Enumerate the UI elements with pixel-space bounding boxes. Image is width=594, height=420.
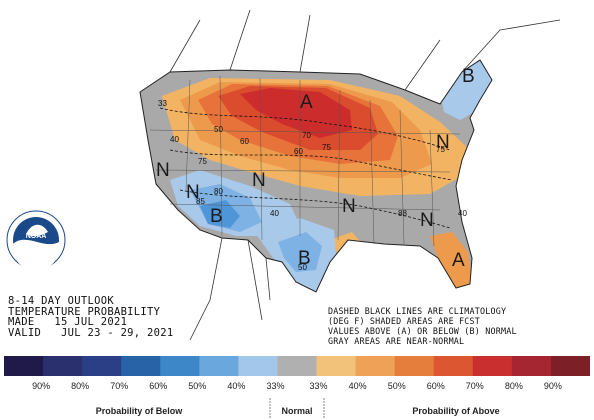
noaa-logo: NOAA — [6, 210, 66, 271]
contour-label: 50 — [298, 263, 307, 272]
legend-tick-label: 40% — [227, 381, 245, 391]
contour-label: 75 — [198, 157, 207, 166]
legend-swatch — [4, 356, 44, 376]
note-line: GRAY AREAS ARE NEAR-NORMAL — [328, 336, 465, 346]
contour-label: 60 — [294, 147, 303, 156]
region-label-below: B — [462, 66, 475, 87]
info-made-date: MADE 15 JUL 2021 — [8, 316, 128, 328]
us-outline — [139, 59, 493, 293]
region-label-below: B — [298, 248, 311, 269]
contour-label: 80 — [214, 187, 223, 196]
region-label-normal: N — [252, 170, 266, 191]
legend-swatch — [433, 356, 474, 376]
info-variable: TEMPERATURE PROBABILITY — [8, 305, 161, 318]
region-label-normal: N — [186, 182, 200, 203]
legend-tick-label: 50% — [388, 381, 406, 391]
below-label: Probability of Below — [96, 406, 184, 416]
contour-label: 40 — [458, 209, 467, 218]
legend-tick-label: 33% — [309, 381, 327, 391]
legend-swatch — [355, 356, 396, 376]
legend-swatch — [121, 356, 161, 376]
legend-swatch — [160, 356, 200, 376]
legend-tick-label: 80% — [505, 381, 523, 391]
gull-icon — [26, 224, 48, 237]
outlook-info: 8-14 DAY OUTLOOK TEMPERATURE PROBABILITY M… — [8, 296, 174, 338]
contour-label: 50 — [214, 125, 223, 134]
region-labels: A B N N N N N N B B A — [156, 66, 475, 271]
region-label-normal: N — [156, 160, 170, 181]
below-southwest-50-area — [200, 200, 240, 228]
legend-notes: DASHED BLACK LINES ARE CLIMATOLOGY (DEG F… — [328, 306, 517, 346]
legend-swatch — [199, 356, 239, 376]
info-valid-dates: VALID JUL 23 - 29, 2021 — [8, 326, 174, 339]
legend-tick-label: 50% — [188, 381, 206, 391]
contour-label: 40 — [270, 209, 279, 218]
logo-text: NOAA — [26, 233, 47, 240]
climatology-contours — [159, 107, 453, 229]
legend-tick-label: 40% — [349, 381, 367, 391]
legend-swatch — [316, 356, 357, 376]
below-texas-40-area — [278, 232, 322, 272]
legend-swatch — [277, 356, 318, 376]
normal-label: Normal — [281, 406, 312, 416]
note-line: VALUES ABOVE (A) OR BELOW (B) NORMAL — [328, 326, 517, 336]
legend-ticks: 90% 80% 70% 60% 50% 40% 33% 33% 40% 50% 60% 70% 80% 9… — [32, 381, 562, 391]
note-line: (DEG F) SHADED AREAS ARE FCST — [328, 316, 481, 326]
info-title: 8-14 DAY OUTLOOK — [8, 295, 114, 307]
contour-label: 70 — [302, 131, 311, 140]
legend-swatch — [511, 356, 552, 376]
legend-swatch — [472, 356, 513, 376]
contour-label: 33 — [158, 99, 167, 108]
outlook-map: 33 40 50 60 70 60 75 75 80 85 40 50 75 8… — [6, 9, 561, 341]
note-line: DASHED BLACK LINES ARE CLIMATOLOGY — [328, 306, 507, 316]
region-label-above: A — [452, 250, 465, 271]
region-label-normal: N — [420, 210, 434, 231]
legend-tick-label: 90% — [32, 381, 50, 391]
contour-labels: 33 40 50 60 70 60 75 75 80 85 40 50 75 8… — [158, 99, 467, 272]
contour-label: 75 — [436, 145, 445, 154]
legend-tick-label: 90% — [544, 381, 562, 391]
legend-tick-label: 60% — [149, 381, 167, 391]
legend-tick-label: 60% — [427, 381, 445, 391]
region-label-above: A — [300, 92, 313, 113]
region-label-below: B — [210, 206, 223, 227]
legend-swatch — [550, 356, 590, 376]
legend-tick-label: 70% — [466, 381, 484, 391]
region-label-normal: N — [342, 196, 356, 217]
state-lines — [149, 75, 461, 247]
legend-swatch — [238, 356, 278, 376]
legend-tick-label: 80% — [71, 381, 89, 391]
contour-label: 40 — [170, 135, 179, 144]
contour-label: 85 — [196, 197, 205, 206]
contour-label: 88 — [398, 209, 407, 218]
legend-tick-label: 33% — [266, 381, 284, 391]
legend-tick-label: 70% — [110, 381, 128, 391]
contour-label: 75 — [322, 143, 331, 152]
probability-legend: 90% 80% 70% 60% 50% 40% 33% 33% 40% 50% 60% 70% 80% 9… — [4, 356, 590, 418]
legend-swatch — [43, 356, 83, 376]
above-label: Probability of Above — [412, 406, 499, 416]
above-70-area — [240, 88, 352, 138]
legend-swatches — [4, 356, 590, 376]
border-lines — [169, 9, 561, 341]
region-label-normal: N — [436, 132, 450, 153]
legend-swatch — [82, 356, 122, 376]
legend-swatch — [394, 356, 435, 376]
contour-label: 60 — [240, 137, 249, 146]
above-florida-area — [430, 232, 472, 290]
